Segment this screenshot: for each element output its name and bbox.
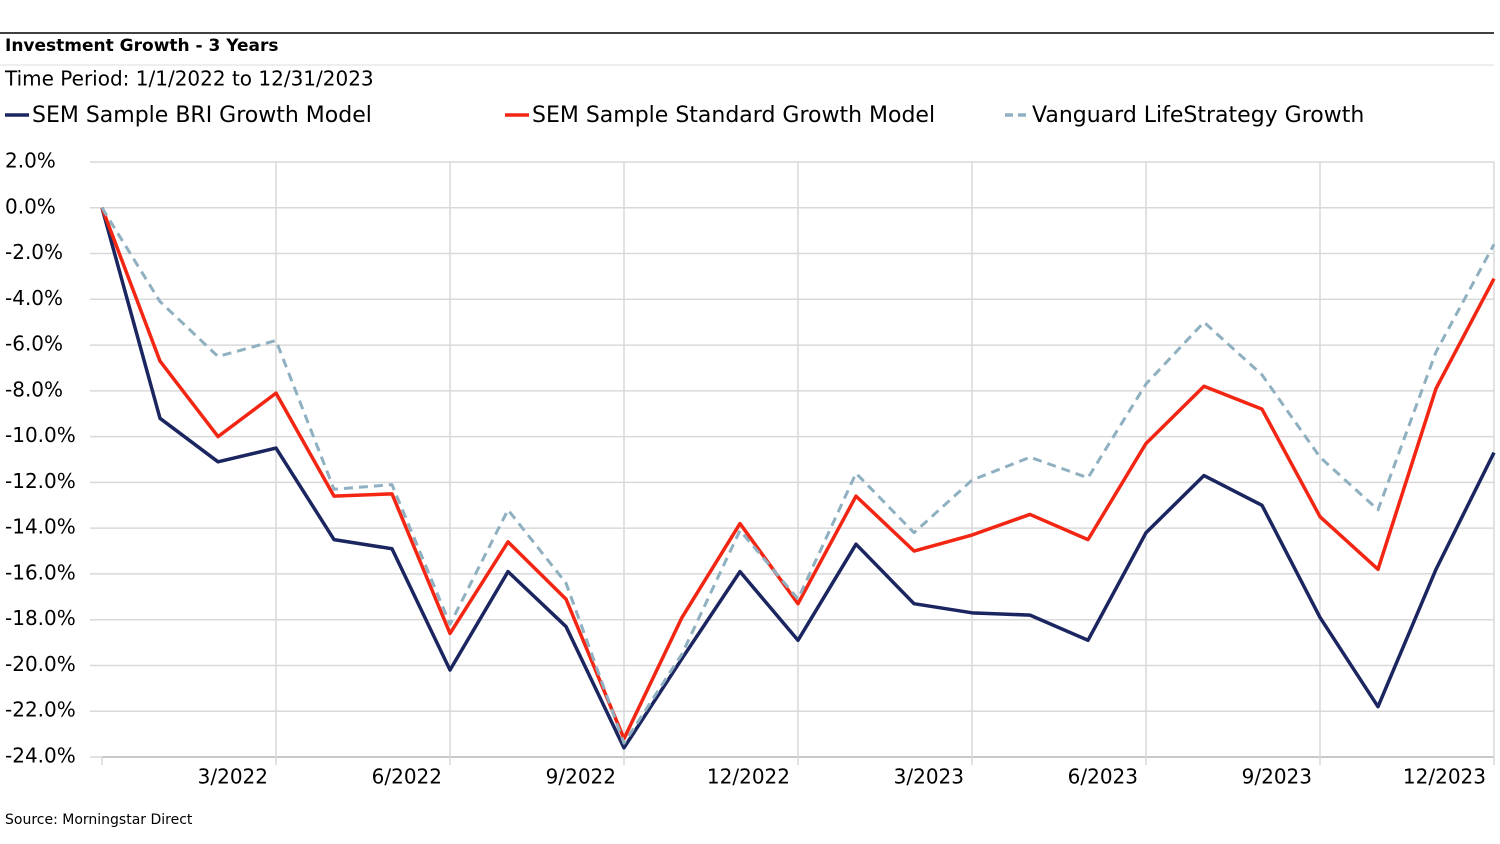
y-tick-label: -14.0%	[5, 515, 76, 539]
legend-label: SEM Sample Standard Growth Model	[532, 103, 935, 128]
x-tick-label: 12/2022	[707, 765, 790, 789]
x-tick-label: 3/2022	[198, 765, 268, 789]
y-tick-label: -16.0%	[5, 560, 76, 584]
y-tick-label: -20.0%	[5, 652, 76, 676]
legend-label: SEM Sample BRI Growth Model	[32, 103, 372, 128]
x-tick-label: 9/2023	[1242, 765, 1312, 789]
x-tick-label: 9/2022	[546, 765, 616, 789]
y-tick-label: -8.0%	[5, 377, 63, 401]
x-tick-label: 6/2023	[1068, 765, 1138, 789]
x-tick-label: 3/2023	[894, 765, 964, 789]
y-tick-label: 2.0%	[5, 149, 56, 173]
chart-subtitle: Time Period: 1/1/2022 to 12/31/2023	[4, 67, 374, 91]
y-tick-label: -4.0%	[5, 286, 63, 310]
legend-label: Vanguard LifeStrategy Growth	[1032, 103, 1364, 128]
y-tick-label: 0.0%	[5, 194, 56, 218]
y-tick-label: -12.0%	[5, 469, 76, 493]
series-line	[100, 207, 1496, 750]
series-line	[100, 206, 1496, 745]
series-line	[100, 207, 1496, 741]
y-tick-label: -22.0%	[5, 698, 76, 722]
y-tick-label: -2.0%	[5, 240, 63, 264]
chart-title: Investment Growth - 3 Years	[5, 36, 279, 56]
x-tick-label: 12/2023	[1403, 765, 1486, 789]
source-note: Source: Morningstar Direct	[5, 812, 193, 828]
y-tick-label: -6.0%	[5, 332, 63, 356]
y-tick-label: -24.0%	[5, 744, 76, 768]
y-tick-label: -10.0%	[5, 423, 76, 447]
y-tick-label: -18.0%	[5, 606, 76, 630]
x-tick-label: 6/2022	[372, 765, 442, 789]
